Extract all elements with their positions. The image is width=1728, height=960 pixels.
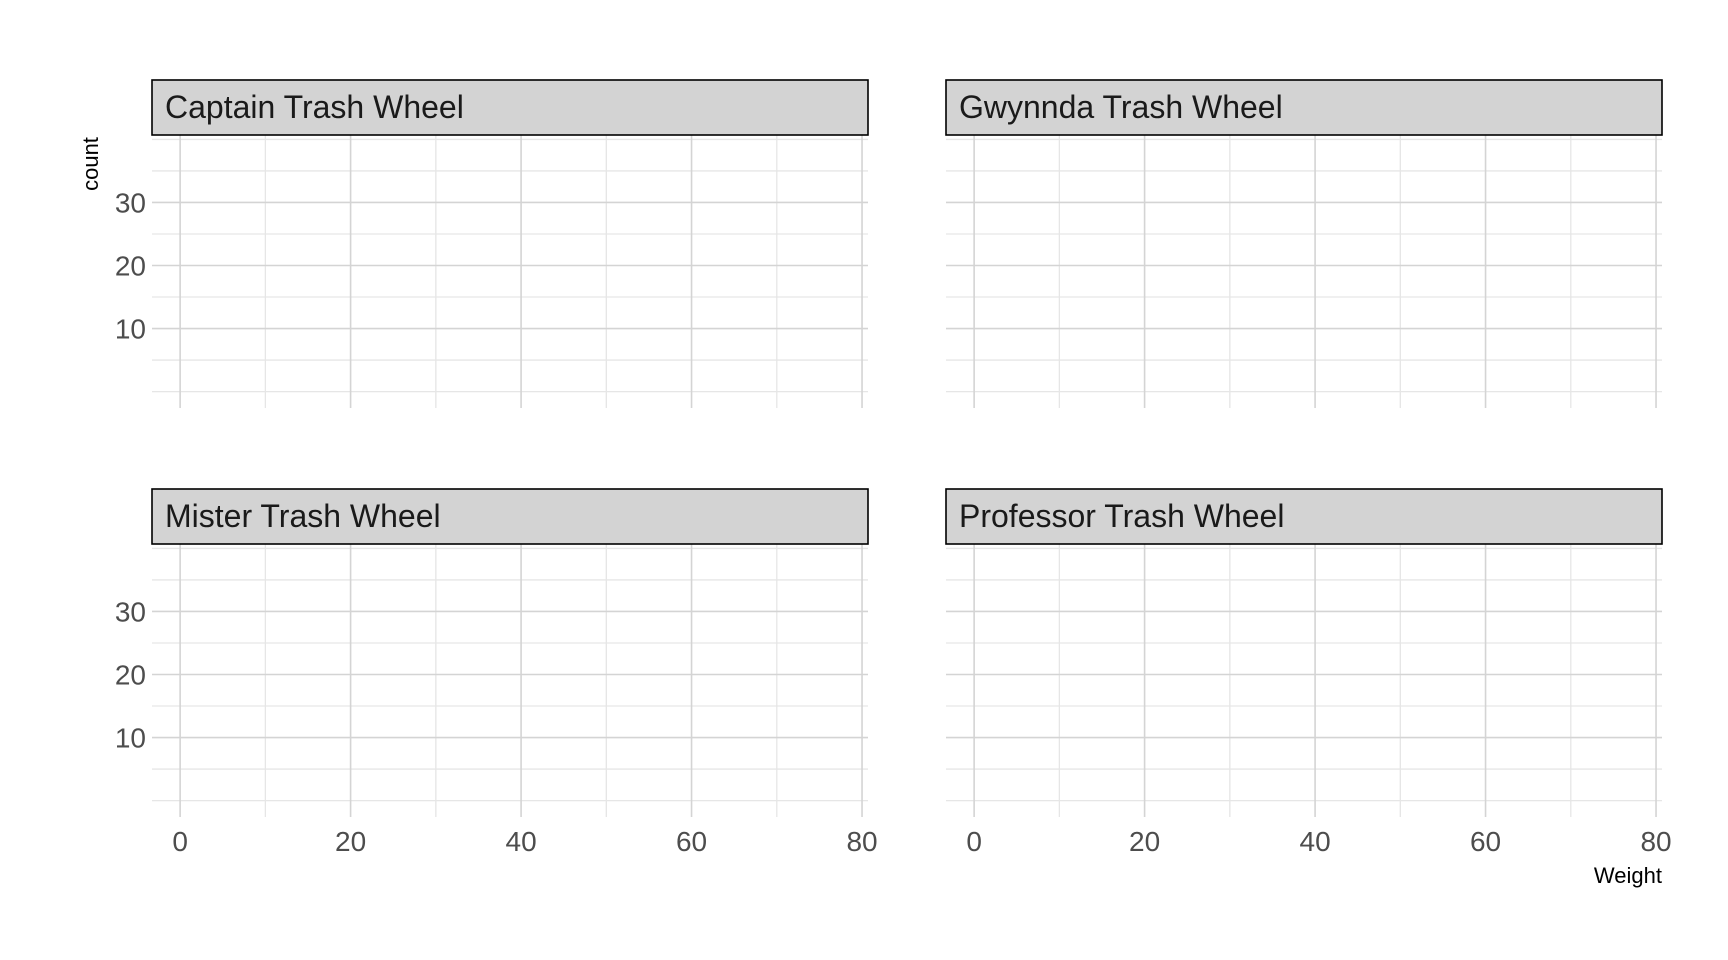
facet-panel: Professor Trash Wheel 0 20 40 60 80 (945, 488, 1672, 857)
y-axis-title: count (78, 137, 103, 191)
y-tick-label: 10 (115, 723, 146, 754)
x-axis-title: Weight (1594, 863, 1662, 888)
x-tick-label: 40 (1300, 826, 1331, 857)
facet-strip (945, 488, 1663, 545)
facet-strip (945, 79, 1663, 136)
facet-panel: Gwynnda Trash Wheel (945, 79, 1663, 408)
y-tick-label: 30 (115, 596, 146, 627)
y-tick-label: 10 (115, 314, 146, 345)
y-tick-label: 20 (115, 660, 146, 691)
facet-strip-label: Captain Trash Wheel (165, 89, 464, 125)
x-tick-label: 80 (1640, 826, 1671, 857)
facet-panel: Mister Trash Wheel 10 20 30 0 20 40 60 80 (115, 488, 878, 857)
x-tick-label: 80 (846, 826, 877, 857)
x-tick-label: 0 (966, 826, 982, 857)
facet-strip-label: Gwynnda Trash Wheel (959, 89, 1283, 125)
facet-strip (151, 79, 869, 136)
facet-panels: Captain Trash Wheel 10 20 30 Gwynnda Trash W… (115, 79, 1672, 857)
y-tick-label: 30 (115, 187, 146, 218)
y-tick-label: 20 (115, 251, 146, 282)
x-tick-label: 60 (676, 826, 707, 857)
x-tick-label: 60 (1470, 826, 1501, 857)
facet-strip-label: Mister Trash Wheel (165, 498, 441, 534)
x-tick-label: 20 (335, 826, 366, 857)
x-tick-label: 20 (1129, 826, 1160, 857)
x-tick-label: 0 (172, 826, 188, 857)
facet-panel: Captain Trash Wheel 10 20 30 (115, 79, 869, 408)
facet-strip-label: Professor Trash Wheel (959, 498, 1284, 534)
facet-strip (151, 488, 869, 545)
x-tick-label: 40 (506, 826, 537, 857)
